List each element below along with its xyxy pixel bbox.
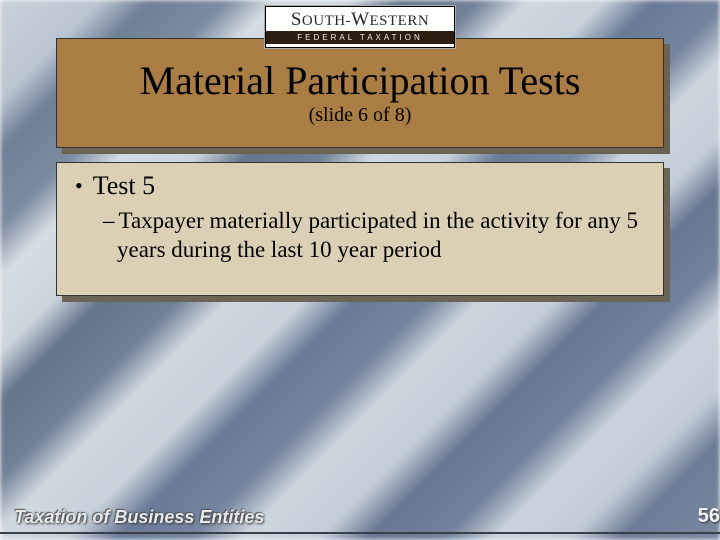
bullet-dash-icon: – [103,208,119,233]
footer-title: Taxation of Business Entities [14,507,264,528]
slide-title: Material Participation Tests [140,60,581,102]
content-box: • Test 5 –Taxpayer materially participat… [56,162,664,296]
logo-top-text: South-Western [291,10,429,29]
publisher-logo: South-Western FEDERAL TAXATION [265,6,455,48]
page-number: 56 [698,505,720,528]
footer-rule [0,532,720,534]
content-panel: • Test 5 –Taxpayer materially participat… [56,162,664,296]
bullet-level-1: • Test 5 [75,171,645,201]
bullet-2-text: Taxpayer materially participated in the … [117,208,638,262]
logo-bottom-text: FEDERAL TAXATION [266,31,454,44]
title-box: Material Participation Tests (slide 6 of… [56,38,664,148]
bullet-1-text: Test 5 [93,171,155,201]
title-panel: Material Participation Tests (slide 6 of… [56,38,664,148]
bullet-dot-icon: • [75,171,83,201]
bullet-level-2: –Taxpayer materially participated in the… [75,207,645,265]
slide-subtitle: (slide 6 of 8) [309,104,412,127]
